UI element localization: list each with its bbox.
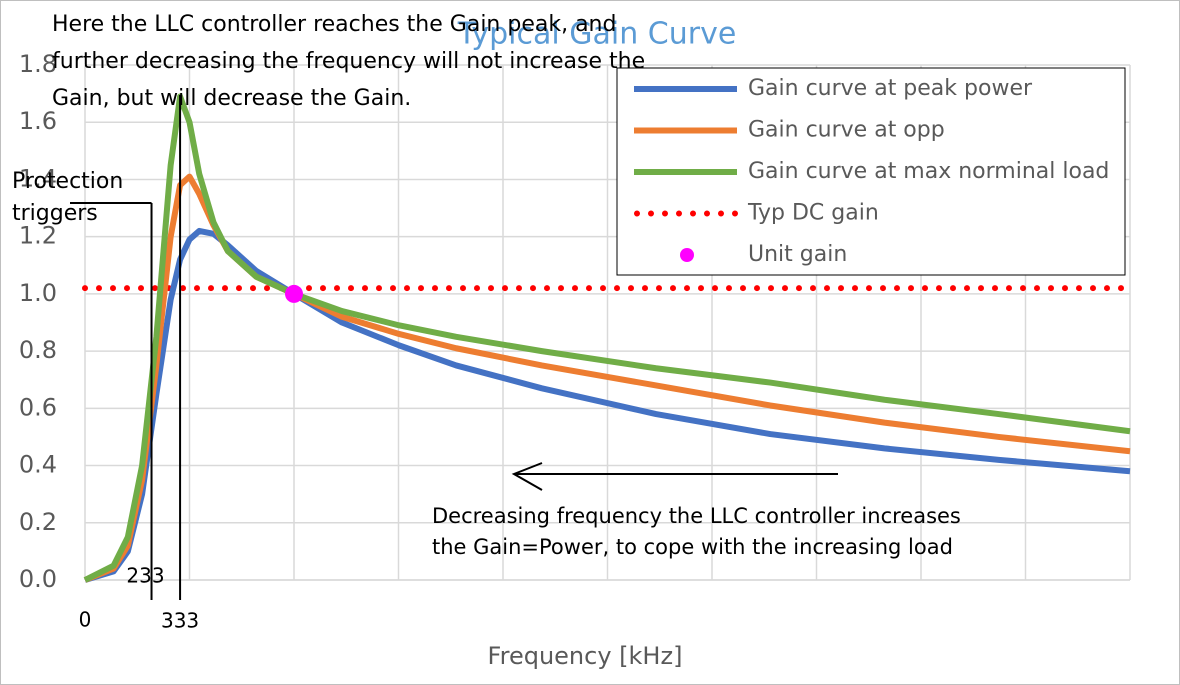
x-axis-title: Frequency [kHz] bbox=[488, 642, 683, 670]
annotation-text: triggers bbox=[12, 201, 98, 226]
y-tick-label: 0.6 bbox=[19, 393, 57, 421]
series-line bbox=[83, 93, 1131, 583]
y-tick-label: 0.4 bbox=[19, 451, 57, 479]
annotation-text: further decreasing the frequency will no… bbox=[52, 49, 645, 74]
legend-label: Gain curve at opp bbox=[748, 118, 945, 143]
annotation-text: the Gain=Power, to cope with the increas… bbox=[432, 535, 953, 559]
y-tick-label: 0.2 bbox=[19, 508, 57, 536]
x-tick-label: 0 bbox=[79, 608, 92, 632]
y-tick-label: 1.6 bbox=[19, 107, 57, 135]
y-tick-label: 1.4 bbox=[19, 164, 57, 192]
unit-gain-point bbox=[285, 284, 303, 303]
chart-title: Typical Gain Curve bbox=[457, 17, 737, 52]
legend-label: Gain curve at max norminal load bbox=[748, 159, 1109, 184]
y-tick-label: 0.0 bbox=[19, 565, 57, 593]
y-tick-label: 1.0 bbox=[19, 279, 57, 307]
annotation-text: Decreasing frequency the LLC controller … bbox=[432, 504, 961, 528]
y-tick-label: 1.8 bbox=[19, 50, 57, 78]
legend-label: Unit gain bbox=[748, 242, 847, 267]
legend-swatch bbox=[680, 248, 694, 262]
y-tick-label: 1.2 bbox=[19, 222, 57, 250]
legend-label: Typ DC gain bbox=[747, 201, 879, 226]
y-tick-label: 0.8 bbox=[19, 336, 57, 364]
annotation-text: Here the LLC controller reaches the Gain… bbox=[52, 12, 616, 37]
annotation-text: Protection bbox=[12, 169, 123, 194]
legend: Gain curve at peak power Gain curve at op… bbox=[616, 67, 1126, 276]
legend-label: Gain curve at peak power bbox=[748, 76, 1033, 101]
arrow-head bbox=[511, 462, 543, 491]
annotation-text: Gain, but will decrease the Gain. bbox=[52, 86, 411, 111]
marker-label: 233 bbox=[126, 564, 164, 588]
x-tick-label: 333 bbox=[161, 609, 199, 633]
